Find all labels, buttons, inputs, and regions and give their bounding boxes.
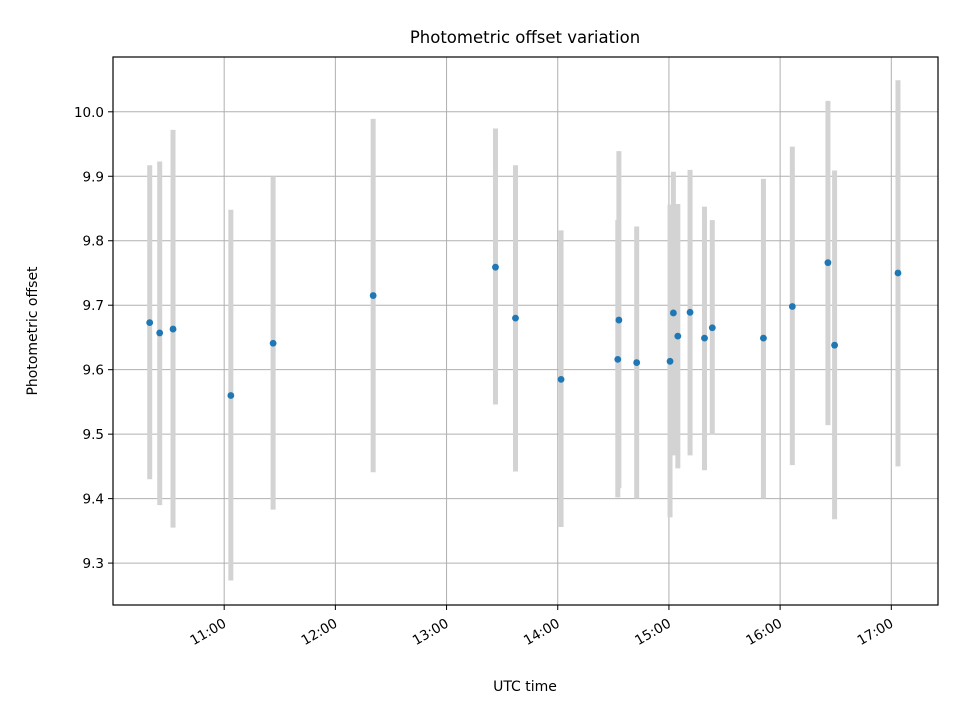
plot-frame [112, 56, 939, 606]
data-point [269, 339, 277, 347]
y-tick-label: 9.6 [83, 363, 104, 379]
data-point [708, 324, 716, 332]
x-tick-label: 12:00 [299, 616, 341, 649]
data-point [615, 316, 623, 324]
data-point [614, 355, 622, 363]
data-point [669, 309, 677, 317]
data-point [492, 263, 499, 271]
y-tick-label: 9.9 [83, 169, 104, 185]
x-axis-label: UTC time [493, 679, 557, 695]
data-point [666, 357, 674, 365]
data-point [633, 359, 641, 366]
error-bars [147, 80, 901, 581]
y-tick-label: 9.8 [83, 234, 104, 250]
axis-ticks: 11:00 12:00 13:00 14:00 15:00 16:00 17:00 9.3 9.… [74, 105, 896, 649]
chart-title: Photometric offset variation [410, 28, 640, 47]
x-tick-label: 13:00 [410, 616, 452, 649]
data-points [146, 259, 902, 399]
data-point [557, 375, 565, 383]
data-point [788, 303, 796, 310]
data-point [227, 392, 235, 399]
y-tick-label: 10.0 [74, 105, 104, 121]
data-point [674, 332, 682, 340]
x-tick-label: 14:00 [521, 616, 563, 649]
x-tick-label: 11:00 [187, 616, 229, 649]
data-point [831, 341, 838, 349]
data-point [146, 319, 154, 327]
y-tick-label: 9.4 [83, 492, 104, 508]
data-point [369, 292, 377, 299]
data-point [894, 269, 902, 277]
x-tick-label: 15:00 [632, 616, 674, 649]
data-point [760, 334, 767, 342]
data-point [512, 314, 519, 322]
y-tick-label: 9.3 [83, 556, 104, 572]
data-point [686, 308, 694, 316]
data-point [701, 334, 708, 342]
y-axis-label: Photometric offset [25, 266, 41, 396]
y-tick-label: 9.7 [83, 298, 104, 314]
data-point [824, 259, 832, 267]
x-tick-label: 17:00 [855, 616, 897, 649]
data-point [156, 329, 164, 337]
data-point [169, 325, 177, 333]
x-tick-label: 16:00 [743, 616, 785, 649]
y-tick-label: 9.5 [83, 427, 104, 443]
grid-lines [113, 57, 938, 605]
